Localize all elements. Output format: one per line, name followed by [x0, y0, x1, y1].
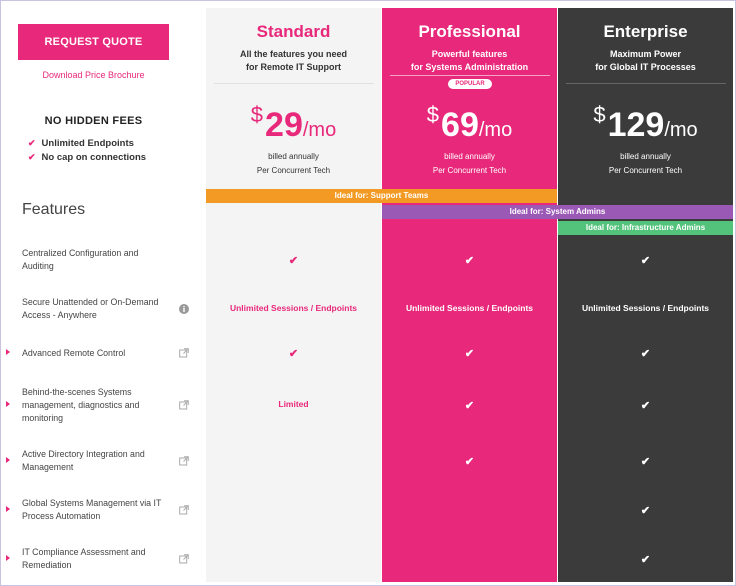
check-icon: ✔: [28, 138, 36, 148]
check-icon: ✔: [640, 400, 651, 412]
plan-subtitle: Maximum Power for Global IT Processes: [595, 49, 696, 72]
fee-label: Unlimited Endpoints: [41, 138, 134, 149]
external-link-icon[interactable]: [179, 348, 189, 358]
professional-column: [382, 8, 557, 582]
download-brochure-link[interactable]: Download Price Brochure: [42, 70, 145, 80]
plan-subtitle: All the features you need for Remote IT S…: [239, 49, 348, 72]
external-link-icon[interactable]: [179, 554, 189, 564]
expand-arrow-icon[interactable]: [6, 555, 10, 561]
plan-billing: billed annually Per Concurrent Tech: [608, 152, 683, 175]
ideal-infrastructure-admins-bar: Ideal for: Infrastructure Admins: [558, 221, 733, 235]
plan-subtitle: Powerful features for Systems Administrat…: [410, 49, 529, 72]
check-icon: ✔: [640, 505, 651, 517]
feature-value: Unlimited Sessions / Endpoints: [229, 303, 358, 313]
check-icon: ✔: [640, 554, 651, 566]
divider: [214, 83, 374, 84]
enterprise-plan-header: Enterprise Maximum Power for Global IT Pr…: [558, 8, 733, 178]
check-icon: ✔: [464, 348, 475, 360]
ideal-system-admins-bar: Ideal for: System Admins: [382, 205, 733, 219]
feature-label: Behind-the-scenes Systems management, di…: [22, 386, 140, 423]
features-heading: Features: [22, 201, 86, 218]
expand-arrow-icon[interactable]: [6, 401, 10, 407]
check-icon: ✔: [464, 456, 475, 468]
check-icon: ✔: [288, 348, 299, 360]
feature-label: Active Directory Integration and Managem…: [22, 449, 145, 472]
no-hidden-fees-heading: NO HIDDEN FEES: [44, 115, 143, 127]
feature-label: Centralized Configuration and Auditing: [22, 248, 139, 271]
fee-item: ✔ Unlimited Endpoints: [28, 138, 134, 149]
plan-name: Enterprise: [603, 22, 688, 41]
feature-label: Global Systems Management via IT Process…: [22, 498, 162, 521]
standard-column: [206, 8, 381, 582]
check-icon: ✔: [640, 255, 651, 267]
plan-billing: billed annually Per Concurrent Tech: [432, 152, 507, 175]
fee-item: ✔ No cap on connections: [28, 152, 146, 163]
divider: [566, 83, 726, 84]
plan-billing: billed annually Per Concurrent Tech: [256, 152, 331, 175]
feature-value: Unlimited Sessions / Endpoints: [405, 303, 534, 313]
expand-arrow-icon[interactable]: [6, 457, 10, 463]
feature-value: Limited: [278, 399, 309, 409]
ideal-support-teams-bar: Ideal for: Support Teams: [206, 189, 557, 203]
check-icon: ✔: [288, 255, 299, 267]
plan-name: Professional: [418, 22, 521, 41]
info-icon[interactable]: [179, 304, 189, 314]
external-link-icon[interactable]: [179, 505, 189, 515]
check-icon: ✔: [28, 152, 36, 162]
divider: [390, 75, 550, 76]
expand-arrow-icon[interactable]: [6, 506, 10, 512]
check-icon: ✔: [464, 255, 475, 267]
fee-label: No cap on connections: [41, 152, 147, 163]
plan-price: $29/mo: [250, 102, 337, 144]
plan-name: Standard: [256, 22, 331, 41]
popular-badge: POPULAR: [448, 79, 492, 89]
feature-label: Advanced Remote Control: [22, 347, 126, 358]
external-link-icon[interactable]: [179, 400, 189, 410]
feature-label: IT Compliance Assessment and Remediation: [22, 547, 146, 570]
enterprise-column: [558, 8, 733, 582]
standard-plan-header: Standard All the features you need for Re…: [206, 8, 381, 178]
check-icon: ✔: [464, 400, 475, 412]
expand-arrow-icon[interactable]: [6, 349, 10, 355]
check-icon: ✔: [640, 456, 651, 468]
feature-value: Unlimited Sessions / Endpoints: [581, 303, 710, 313]
external-link-icon[interactable]: [179, 456, 189, 466]
plan-price: $129/mo: [593, 102, 698, 144]
request-quote-button[interactable]: REQUEST QUOTE: [18, 24, 169, 60]
professional-plan-header: Professional Powerful features for System…: [382, 8, 557, 178]
plan-price: $69/mo: [426, 102, 513, 144]
check-icon: ✔: [640, 348, 651, 360]
feature-label: Secure Unattended or On-Demand Access - …: [22, 297, 159, 320]
